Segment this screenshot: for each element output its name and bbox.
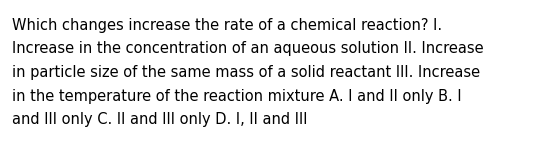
Text: Increase in the concentration of an aqueous solution II. Increase: Increase in the concentration of an aque…	[12, 41, 484, 57]
Text: Which changes increase the rate of a chemical reaction? I.: Which changes increase the rate of a che…	[12, 18, 442, 33]
Text: and III only C. II and III only D. I, II and III: and III only C. II and III only D. I, II…	[12, 112, 307, 127]
Text: in the temperature of the reaction mixture A. I and II only B. I: in the temperature of the reaction mixtu…	[12, 88, 461, 104]
Text: in particle size of the same mass of a solid reactant III. Increase: in particle size of the same mass of a s…	[12, 65, 480, 80]
